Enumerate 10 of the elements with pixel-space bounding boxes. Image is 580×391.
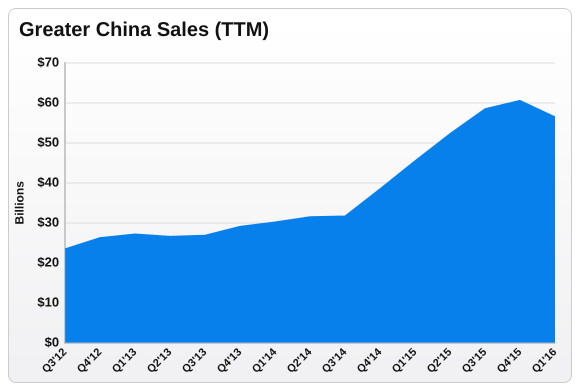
chart-title: Greater China Sales (TTM) [18,18,270,43]
y-tick-label: $0 [44,334,60,350]
y-tick-label: $70 [37,54,60,70]
y-tick-label: $20 [37,254,60,270]
y-tick-label: $10 [37,294,60,310]
y-tick-label: $30 [37,214,60,230]
y-tick-label: $40 [37,174,60,190]
y-tick-label: $50 [37,134,60,150]
y-tick-label: $60 [37,94,60,110]
y-axis-title: Billions [12,180,27,224]
